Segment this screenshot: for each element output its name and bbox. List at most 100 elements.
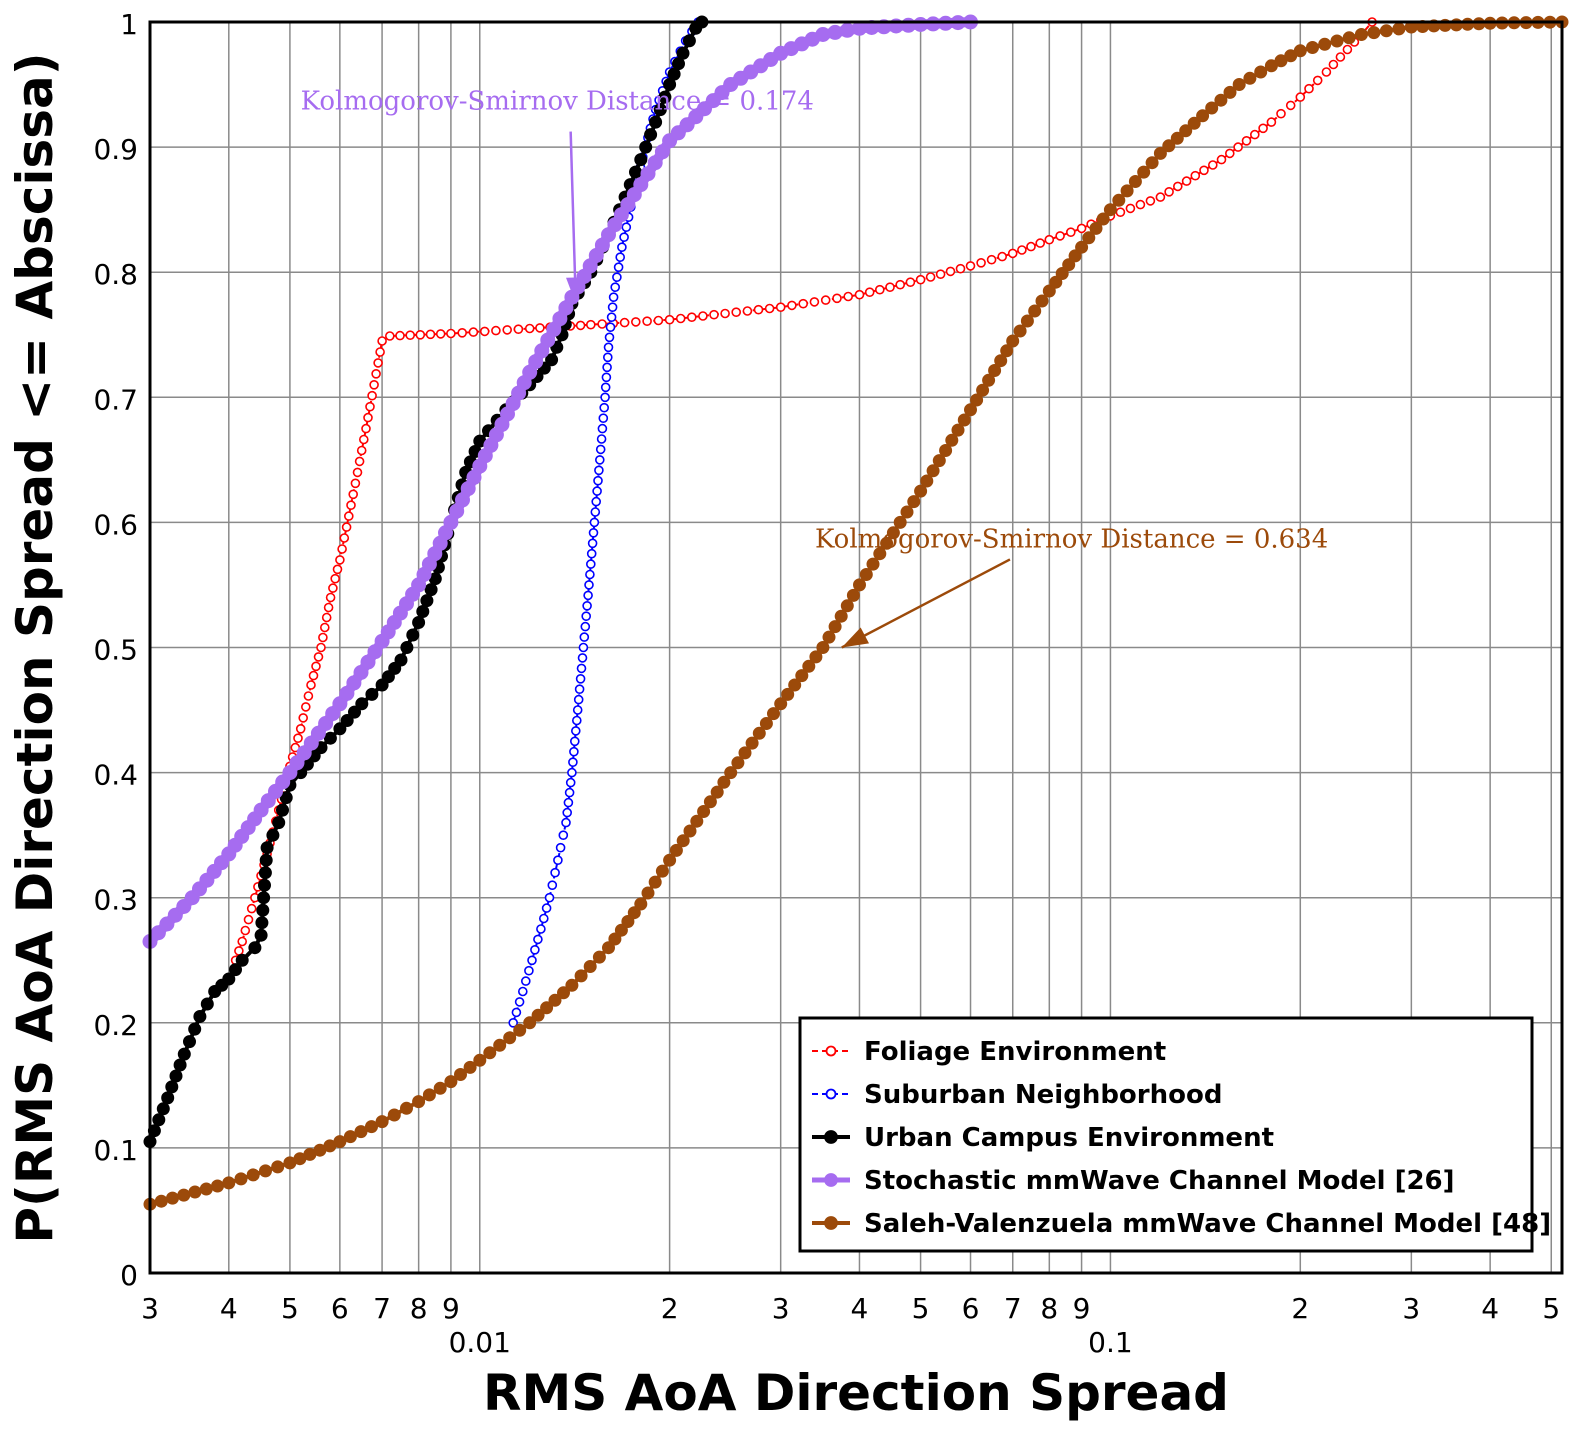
- data-point: [590, 507, 601, 517]
- data-point: [720, 308, 730, 319]
- data-point: [605, 322, 616, 333]
- data-point: [571, 715, 582, 726]
- data-point: [932, 454, 946, 468]
- data-point: [332, 696, 348, 712]
- data-point: [520, 976, 531, 986]
- data-point: [809, 650, 823, 664]
- data-point: [343, 1130, 357, 1144]
- data-point: [564, 787, 575, 798]
- data-point: [340, 714, 354, 727]
- x-tick-label: 6: [331, 1292, 349, 1325]
- data-point: [627, 906, 641, 920]
- data-point: [1035, 238, 1045, 248]
- data-point: [610, 282, 621, 293]
- data-point: [698, 311, 708, 321]
- legend-marker: [824, 1216, 838, 1230]
- data-point: [607, 302, 618, 313]
- data-point: [544, 892, 555, 903]
- data-point: [333, 1135, 347, 1149]
- data-point: [753, 304, 764, 315]
- data-point: [619, 317, 630, 328]
- data-point: [557, 986, 570, 1000]
- data-point: [348, 705, 361, 719]
- data-point: [258, 878, 271, 892]
- data-point: [339, 533, 350, 543]
- data-point: [527, 955, 537, 966]
- legend: Foliage Environment Suburban Neighborhood…: [798, 1016, 1551, 1253]
- data-point: [254, 928, 268, 942]
- data-point: [1208, 160, 1218, 170]
- data-point: [597, 319, 607, 329]
- data-point: [169, 1069, 183, 1083]
- data-point: [1318, 37, 1332, 51]
- data-point: [925, 272, 936, 282]
- x-tick-label: 2: [661, 1292, 679, 1325]
- data-point: [355, 697, 369, 711]
- x-tick-label: 4: [1481, 1292, 1499, 1325]
- data-point: [585, 319, 596, 330]
- data-point: [1321, 67, 1332, 77]
- data-point: [188, 1185, 202, 1199]
- data-point: [997, 251, 1008, 262]
- data-point: [568, 757, 578, 768]
- data-point: [621, 915, 635, 928]
- data-point: [424, 583, 438, 597]
- data-point: [508, 1017, 519, 1028]
- data-point: [211, 1179, 224, 1193]
- data-point: [1196, 109, 1210, 123]
- data-point: [602, 362, 612, 373]
- data-point: [798, 298, 809, 309]
- data-point: [633, 177, 649, 193]
- data-point: [731, 307, 742, 318]
- data-point: [548, 993, 562, 1007]
- data-point: [612, 272, 622, 283]
- y-tick-label: 0.3: [93, 884, 138, 917]
- data-point: [759, 717, 773, 730]
- data-point: [313, 652, 324, 662]
- data-point: [457, 327, 468, 338]
- data-point: [634, 897, 648, 911]
- data-point: [562, 807, 573, 818]
- x-decade-label: 0.01: [449, 1326, 511, 1359]
- data-point: [599, 402, 610, 413]
- data-point: [1125, 203, 1136, 214]
- data-point: [592, 486, 602, 496]
- data-point: [350, 478, 361, 489]
- data-point: [1379, 24, 1393, 38]
- data-point: [1306, 41, 1319, 54]
- data-point: [200, 997, 214, 1011]
- data-point: [259, 1164, 272, 1178]
- data-point: [323, 602, 334, 613]
- data-point: [640, 166, 656, 182]
- data-point: [433, 1081, 447, 1095]
- data-point: [394, 653, 408, 667]
- data-point: [965, 261, 976, 271]
- data-point: [406, 628, 420, 642]
- data-point: [709, 309, 719, 320]
- data-point: [1276, 108, 1286, 119]
- data-point: [352, 467, 363, 478]
- data-point: [356, 445, 367, 456]
- data-point: [588, 527, 599, 538]
- x-tick-label: 7: [373, 1292, 391, 1325]
- data-point: [165, 1080, 179, 1094]
- data-point: [256, 903, 270, 917]
- data-point: [183, 1035, 196, 1049]
- data-point: [337, 544, 347, 554]
- data-point: [1179, 124, 1193, 138]
- y-tick-label: 0: [120, 1259, 138, 1292]
- data-point: [177, 1047, 191, 1061]
- data-point: [1285, 100, 1296, 111]
- data-point: [295, 723, 306, 734]
- data-point: [608, 932, 622, 946]
- legend-marker: [825, 1045, 837, 1057]
- data-point: [970, 393, 984, 407]
- data-point: [604, 332, 615, 343]
- data-point: [781, 687, 795, 701]
- data-point: [583, 590, 593, 601]
- data-point: [523, 1016, 537, 1030]
- data-point: [1173, 181, 1183, 192]
- data-point: [513, 324, 524, 335]
- legend-marker: [824, 1130, 838, 1144]
- data-point: [649, 115, 663, 129]
